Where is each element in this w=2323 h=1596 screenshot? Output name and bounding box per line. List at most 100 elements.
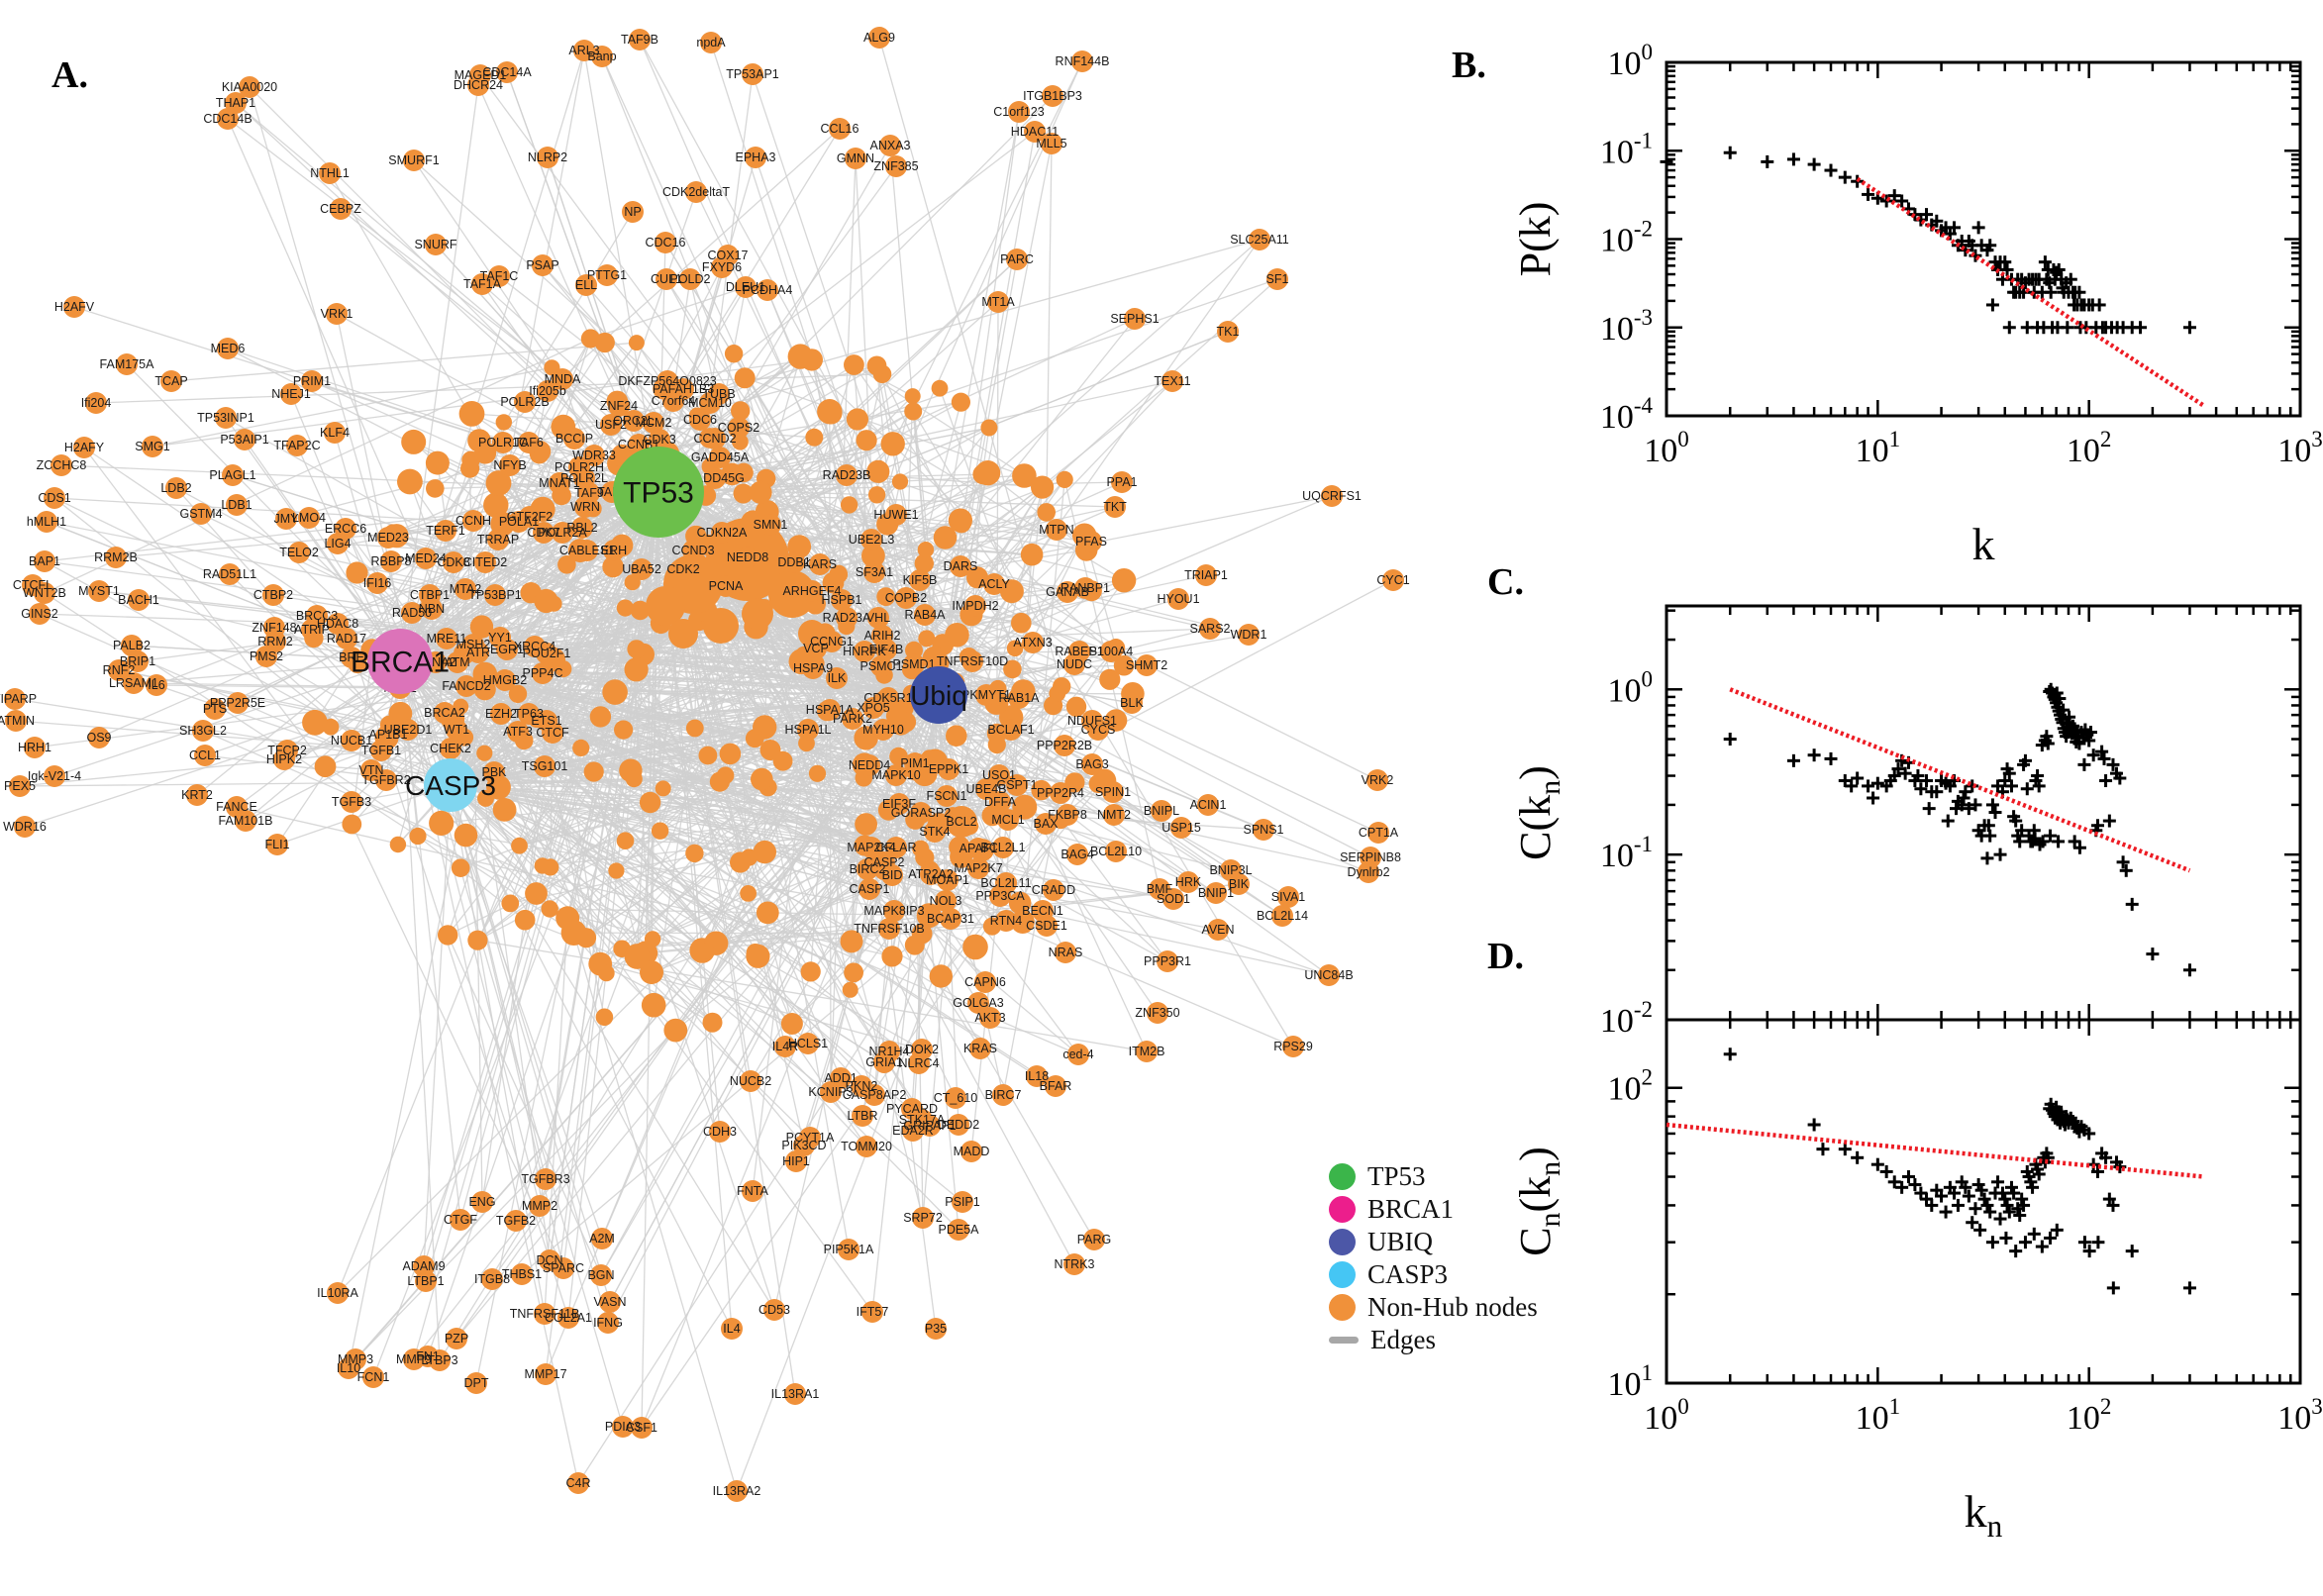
non-hub-node (689, 409, 711, 431)
node-label: MOAP1 (926, 873, 969, 887)
node-label: H2AFV (54, 300, 95, 314)
scatter-points (1660, 146, 2196, 335)
non-hub-node (964, 595, 986, 617)
node-label: ATF3 (503, 725, 533, 739)
node-label: VTN (359, 763, 384, 777)
non-hub-node (496, 639, 518, 660)
non-hub-node (1000, 719, 1022, 741)
node-label: BGN (587, 1268, 614, 1282)
non-hub-node (1177, 871, 1199, 893)
node-label: PCDHA4 (743, 283, 793, 297)
node-label: HCLS1 (788, 1037, 828, 1050)
node-label: CABLES1 (559, 544, 615, 557)
axes-frame (1665, 604, 2302, 1022)
non-hub-node (518, 703, 540, 725)
non-hub-node (85, 392, 107, 414)
scatter-points (1723, 682, 2196, 977)
node-label: RRM2B (94, 550, 138, 564)
legend-label: Non-Hub nodes (1367, 1292, 1538, 1322)
non-hub-node (1162, 370, 1183, 392)
x-axis-title: kn (1965, 1486, 2003, 1544)
node-label: TNFRSF10B (854, 922, 925, 936)
non-hub-node (858, 878, 880, 900)
node-label: ATMIN (0, 714, 35, 728)
node-label: PIK3CD (781, 1139, 826, 1152)
non-hub-node (631, 1417, 653, 1439)
non-hub-node (888, 793, 910, 815)
non-hub-node (235, 810, 256, 832)
non-hub-node (940, 908, 961, 930)
non-hub-node (868, 27, 890, 49)
axis-ticks (1665, 1020, 2302, 1385)
node-label: HSPB1 (822, 593, 862, 607)
non-hub-node (105, 547, 127, 568)
node-label: ZNF385 (873, 159, 918, 173)
node-label: MED23 (367, 531, 409, 545)
node-label: HMGB2 (483, 673, 528, 687)
node-label: BLK (1120, 696, 1144, 710)
node-label: UBE4B (966, 782, 1007, 796)
non-hub-node (591, 1228, 613, 1249)
node-label: CSDE1 (1026, 919, 1067, 933)
network-edges (14, 37, 1394, 1492)
node-label: KRAS (963, 1042, 997, 1055)
non-hub-node (532, 254, 554, 276)
non-hub-node (1100, 641, 1122, 662)
non-hub-node (875, 639, 897, 660)
non-hub-node (910, 802, 932, 824)
node-label: ZNF24 (600, 399, 638, 413)
non-hub-node (904, 752, 926, 774)
non-hub-node (967, 992, 989, 1014)
non-hub-node (935, 890, 957, 912)
non-hub-node (496, 61, 518, 83)
node-label: STK4 (919, 825, 950, 839)
node-label: BRE (339, 650, 364, 664)
x-tick-label: 102 (2067, 427, 2112, 469)
node-label: FANCE (216, 800, 257, 814)
node-label: PFAS (1075, 535, 1107, 549)
node-label: NP (624, 205, 641, 219)
non-hub-node (857, 858, 878, 880)
non-hub-node (1050, 782, 1071, 804)
node-label: ACLY (978, 577, 1010, 591)
node-label: RNF2 (103, 663, 136, 677)
node-label: C7orf64 (652, 394, 696, 408)
non-hub-node (44, 487, 65, 509)
node-label: SF3A1 (856, 565, 893, 579)
non-hub-node (656, 268, 677, 290)
node-label: CTCF (536, 726, 569, 740)
legend-label: UBIQ (1367, 1227, 1433, 1256)
y-tick-label: 100 (1608, 666, 1654, 709)
non-hub-node (573, 40, 595, 61)
non-hub-node (797, 719, 819, 741)
non-hub-node (446, 1328, 467, 1349)
non-hub-node (1124, 308, 1146, 330)
node-label: RBL2 (566, 521, 597, 535)
non-hub-node (783, 551, 805, 573)
hub-node-casp3 (424, 758, 477, 812)
non-hub-node (415, 1270, 437, 1292)
node-label: FKBP8 (1048, 808, 1087, 822)
non-hub-node (937, 869, 959, 891)
non-hub-node (370, 740, 392, 761)
node-label: PKN2 (846, 1079, 878, 1093)
node-label: COL2A1 (545, 1311, 592, 1325)
node-label: CEBPZ (320, 202, 361, 216)
node-label: SF1 (1266, 272, 1289, 286)
non-hub-node (9, 775, 31, 797)
non-hub-node (535, 1168, 556, 1190)
non-hub-node (679, 268, 701, 290)
node-label: TFAP2C (273, 439, 320, 452)
node-label: LDB1 (221, 498, 252, 512)
node-label: FN1 (416, 1349, 440, 1363)
non-hub-node (1199, 618, 1221, 640)
non-hub-node (217, 108, 239, 130)
node-label: SMN1 (754, 518, 788, 532)
non-hub-node (288, 542, 310, 563)
node-label: EIF3F (882, 797, 916, 811)
node-label: VHL (866, 611, 890, 625)
non-hub-node (234, 429, 255, 450)
node-label: RTN4 (990, 914, 1022, 928)
node-label: TGFBR3 (521, 1172, 569, 1186)
non-hub-node (967, 857, 989, 879)
